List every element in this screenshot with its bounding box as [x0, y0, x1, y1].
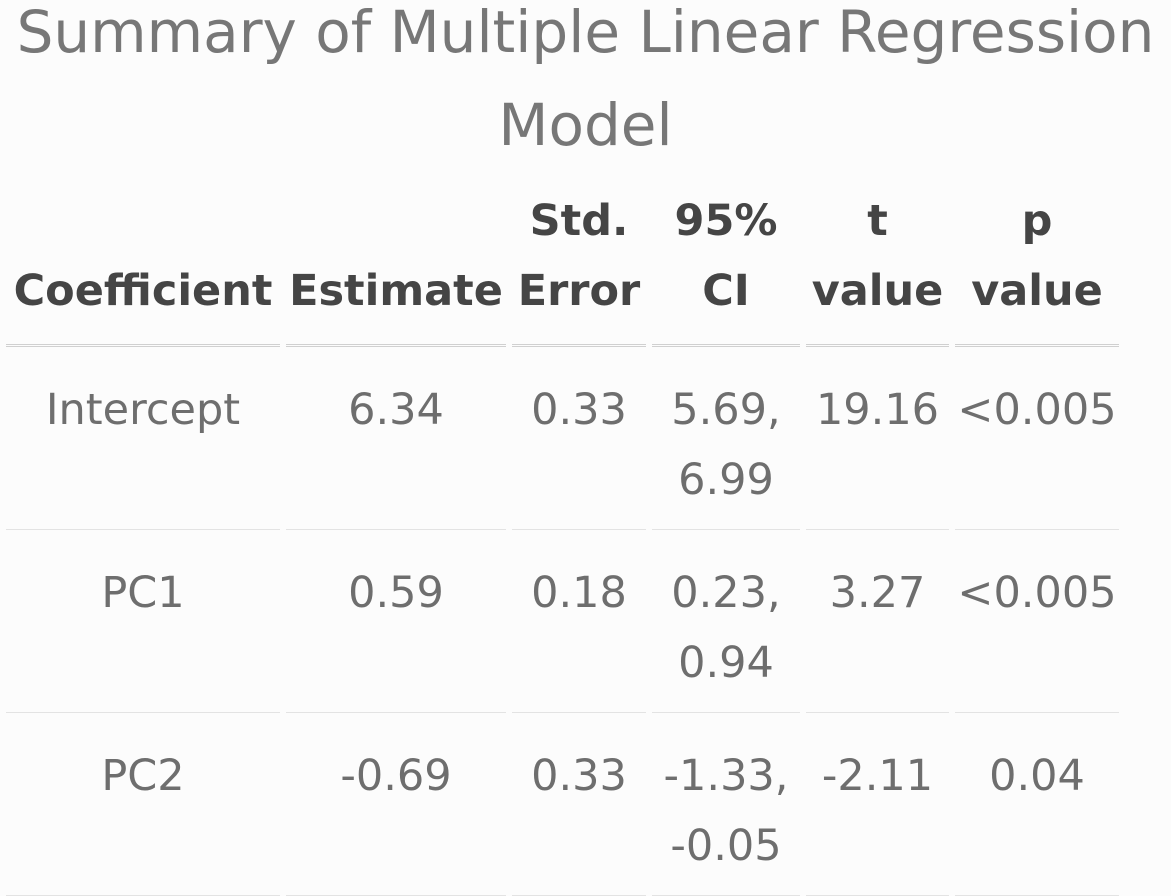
- cell-ci-high: 6.99: [678, 455, 774, 505]
- header-coefficient-line1: [6, 186, 280, 256]
- header-row: Coefficient Estimate Std. Error 95% CI t va…: [6, 186, 1119, 347]
- header-p-value: p value: [955, 186, 1119, 347]
- header-std-error-line1: Std.: [529, 196, 629, 246]
- table-body: Intercept 6.34 0.33 5.69, 6.99 19.16 <0.0…: [6, 347, 1119, 896]
- cell-estimate: 6.34: [286, 347, 506, 530]
- cell-ci-high: -0.05: [670, 821, 782, 871]
- header-std-error-line2: Error: [517, 266, 641, 316]
- cell-p-value: 0.04: [955, 713, 1119, 896]
- table-header: Coefficient Estimate Std. Error 95% CI t va…: [6, 186, 1119, 347]
- cell-estimate: 0.59: [286, 530, 506, 713]
- table-row: Intercept 6.34 0.33 5.69, 6.99 19.16 <0.0…: [6, 347, 1119, 530]
- title-line-2: Model: [498, 91, 673, 159]
- header-p-value-line2: value: [971, 266, 1103, 316]
- cell-ci-low: 5.69,: [671, 385, 781, 435]
- cell-estimate: -0.69: [286, 713, 506, 896]
- cell-p-value: <0.005: [955, 347, 1119, 530]
- cell-std-error: 0.18: [512, 530, 646, 713]
- cell-t-value: 19.16: [806, 347, 949, 530]
- cell-coefficient: PC1: [6, 530, 280, 713]
- page-title: Summary of Multiple Linear Regression Mo…: [0, 0, 1171, 172]
- header-t-value-line1: t: [867, 196, 888, 246]
- table-row: PC2 -0.69 0.33 -1.33, -0.05 -2.11 0.04: [6, 713, 1119, 896]
- title-line-1: Summary of Multiple Linear Regression: [16, 0, 1155, 66]
- cell-t-value: 3.27: [806, 530, 949, 713]
- header-t-value-line2: value: [811, 266, 944, 316]
- header-t-value: t value: [806, 186, 949, 347]
- regression-summary-table: Coefficient Estimate Std. Error 95% CI t va…: [0, 186, 1125, 896]
- cell-ci: 5.69, 6.99: [652, 347, 800, 530]
- header-ci-line1: 95%: [674, 196, 778, 246]
- header-ci: 95% CI: [652, 186, 800, 347]
- table-row: PC1 0.59 0.18 0.23, 0.94 3.27 <0.005: [6, 530, 1119, 713]
- header-estimate-line1: [286, 186, 506, 256]
- cell-coefficient: Intercept: [6, 347, 280, 530]
- cell-p-value: <0.005: [955, 530, 1119, 713]
- cell-t-value: -2.11: [806, 713, 949, 896]
- header-estimate-line2: Estimate: [289, 266, 503, 316]
- header-p-value-line1: p: [1021, 196, 1053, 246]
- cell-ci: -1.33, -0.05: [652, 713, 800, 896]
- header-std-error: Std. Error: [512, 186, 646, 347]
- cell-ci: 0.23, 0.94: [652, 530, 800, 713]
- cell-ci-low: 0.23,: [671, 568, 781, 618]
- cell-ci-high: 0.94: [678, 638, 774, 688]
- header-coefficient-line2: Coefficient: [13, 266, 273, 316]
- cell-coefficient: PC2: [6, 713, 280, 896]
- cell-std-error: 0.33: [512, 713, 646, 896]
- header-ci-line2: CI: [702, 266, 750, 316]
- header-estimate: Estimate: [286, 186, 506, 347]
- cell-ci-low: -1.33,: [663, 751, 789, 801]
- cell-std-error: 0.33: [512, 347, 646, 530]
- header-coefficient: Coefficient: [6, 186, 280, 347]
